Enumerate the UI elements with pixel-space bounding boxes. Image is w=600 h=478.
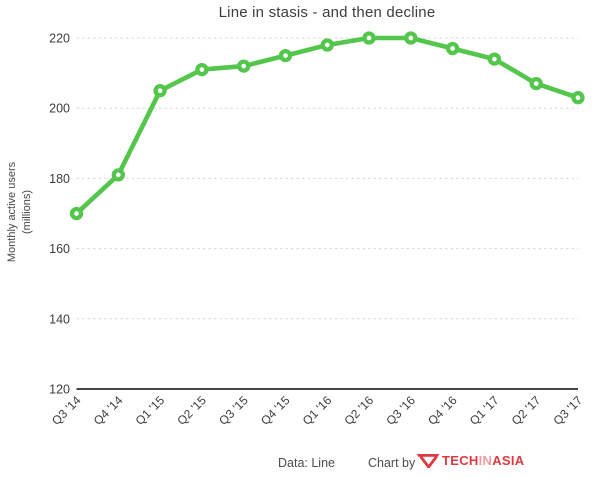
techinasia-logo: TECHINASIA [417, 453, 524, 468]
series-line [74, 35, 581, 216]
svg-text:Q4 '14: Q4 '14 [91, 393, 126, 428]
logo-text-in: IN [478, 453, 493, 468]
data-point-markers [69, 31, 585, 221]
svg-text:180: 180 [49, 172, 70, 186]
y-tick-labels: 120 140 160 180 200 220 [49, 32, 70, 397]
svg-text:Q3 '17: Q3 '17 [550, 393, 585, 428]
svg-text:Q1 '16: Q1 '16 [300, 393, 335, 428]
svg-text:140: 140 [49, 312, 70, 326]
svg-text:Q3 '16: Q3 '16 [383, 393, 418, 428]
svg-text:220: 220 [49, 32, 70, 46]
gridlines [76, 37, 578, 320]
svg-text:Q2 '15: Q2 '15 [174, 393, 209, 428]
svg-text:Q4 '15: Q4 '15 [258, 393, 293, 428]
svg-text:200: 200 [49, 102, 70, 116]
svg-text:Q2 '16: Q2 '16 [342, 393, 377, 428]
techinasia-mark-icon [417, 454, 439, 468]
svg-text:Q1 '15: Q1 '15 [133, 393, 168, 428]
svg-text:Q2 '17: Q2 '17 [509, 393, 544, 428]
svg-text:Q3 '14: Q3 '14 [49, 393, 84, 428]
svg-text:160: 160 [49, 242, 70, 256]
chart-by-label: Chart by [368, 456, 416, 470]
logo-text-tech: TECH [442, 453, 479, 468]
svg-text:Q1 '17: Q1 '17 [467, 393, 502, 428]
data-source-label: Data: Line [278, 456, 335, 470]
svg-text:Q3 '15: Q3 '15 [216, 393, 251, 428]
chart-title: Line in stasis - and then decline [218, 4, 436, 21]
techinasia-logo-text: TECHINASIA [442, 453, 524, 468]
svg-text:Q4 '16: Q4 '16 [425, 393, 460, 428]
x-tick-labels: Q3 '14 Q4 '14 Q1 '15 Q2 '15 Q3 '15 Q4 '15 Q1 '… [49, 393, 585, 428]
chart-footer: Data: Line Chart by TECHINASIA [0, 450, 600, 478]
svg-text:120: 120 [49, 383, 70, 397]
logo-text-asia: ASIA [492, 453, 525, 468]
